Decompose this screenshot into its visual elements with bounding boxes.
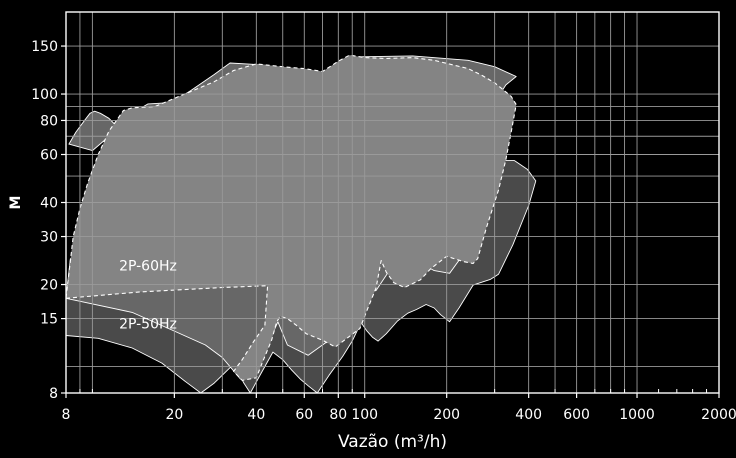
y-tick-label-20: 20 — [40, 278, 58, 294]
region-label-2p-50hz: 2P-50Hz — [119, 316, 177, 332]
region-label-2p-60hz: 2P-60Hz — [119, 259, 177, 275]
x-tick-label-2000: 2000 — [701, 407, 736, 423]
x-tick-label-600: 600 — [563, 407, 590, 423]
x-tick-label-400: 400 — [515, 407, 542, 423]
y-tick-label-8: 8 — [49, 386, 58, 402]
x-tick-label-200: 200 — [433, 407, 460, 423]
y-tick-label-60: 60 — [40, 148, 58, 164]
y-tick-label-150: 150 — [31, 39, 58, 55]
x-tick-label-100: 100 — [351, 407, 378, 423]
x-tick-label-1000: 1000 — [619, 407, 655, 423]
y-axis-label: M — [8, 196, 24, 210]
y-tick-label-80: 80 — [40, 113, 58, 129]
x-tick-label-20: 20 — [165, 407, 183, 423]
y-tick-label-100: 100 — [31, 87, 58, 103]
y-tick-label-40: 40 — [40, 196, 58, 212]
x-tick-label-60: 60 — [295, 407, 313, 423]
y-tick-label-30: 30 — [40, 230, 58, 246]
x-tick-label-80: 80 — [329, 407, 347, 423]
y-tick-label-15: 15 — [40, 312, 58, 328]
x-tick-label-40: 40 — [247, 407, 265, 423]
x-axis-label: Vazão (m³/h) — [338, 432, 447, 452]
x-tick-label-8: 8 — [62, 407, 71, 423]
